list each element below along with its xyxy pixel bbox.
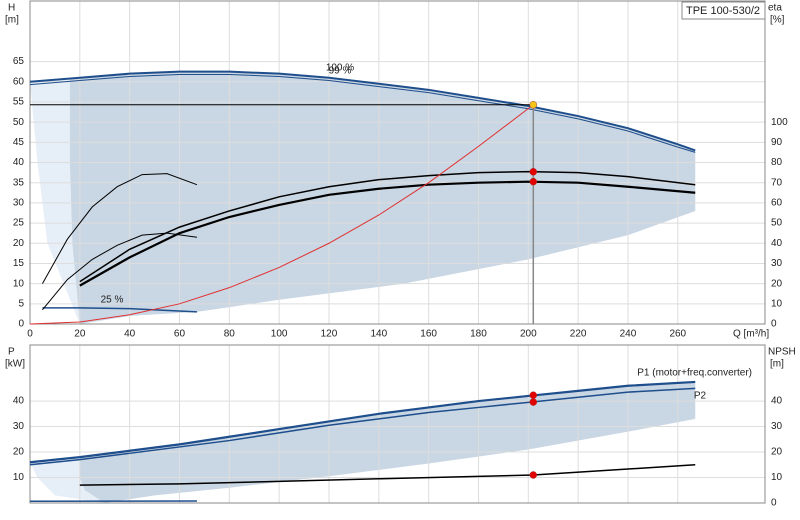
duty-point <box>529 471 538 479</box>
plot-frame <box>29 344 766 504</box>
y-tick-label: 60 <box>13 76 25 87</box>
y-axis-label: P <box>8 347 15 358</box>
y2-tick-label: 90 <box>771 137 783 148</box>
curve <box>79 464 696 486</box>
y-tick-label: 50 <box>13 117 25 128</box>
curve-label: 100 % <box>326 63 354 74</box>
curve <box>29 73 696 153</box>
curve <box>79 170 696 283</box>
y2-tick-label: 80 <box>771 157 783 168</box>
y2-tick-label: 0 <box>771 319 777 330</box>
x-tick-label: 80 <box>224 329 236 340</box>
y2-tick-label: 20 <box>771 447 783 458</box>
y-tick-label: 40 <box>13 157 25 168</box>
y-tick-label: 45 <box>13 137 25 148</box>
x-tick-label: 0 <box>27 329 33 340</box>
x-axis-label: Q [m³/h] <box>733 329 769 340</box>
y2-tick-label: 10 <box>771 472 783 483</box>
y-axis-unit: [kW] <box>5 359 25 370</box>
y2-tick-label: 50 <box>771 218 783 229</box>
curve <box>29 387 696 466</box>
x-tick-label: 220 <box>570 329 587 340</box>
curve <box>42 307 197 313</box>
curve <box>29 70 696 152</box>
x-tick-label: 240 <box>620 329 637 340</box>
y-tick-label: 30 <box>13 421 25 432</box>
curve-label: P1 (motor+freq.converter) <box>637 368 752 379</box>
plot-frame <box>29 0 766 325</box>
y-tick-label: 5 <box>18 298 24 309</box>
operating-area <box>30 78 80 325</box>
y2-axis-label: eta <box>768 3 782 14</box>
curve <box>29 104 534 325</box>
operating-area <box>30 457 105 503</box>
x-tick-label: 120 <box>321 329 338 340</box>
y2-tick-label: 0 <box>771 498 777 509</box>
y-tick-label: 20 <box>13 447 25 458</box>
y2-tick-label: 30 <box>771 421 783 432</box>
y-axis-unit: [m] <box>5 15 19 26</box>
x-label-bg <box>730 327 765 341</box>
curve <box>42 232 197 311</box>
y-axis-label: H <box>8 3 15 14</box>
y-tick-label: 0 <box>18 319 24 330</box>
y2-tick-label: 40 <box>771 396 783 407</box>
y-tick-label: 10 <box>13 278 25 289</box>
y-tick-label: 40 <box>13 396 25 407</box>
y2-tick-label: 100 <box>771 117 788 128</box>
curve-label: P2 <box>694 391 707 402</box>
x-tick-label: 20 <box>74 329 86 340</box>
y-tick-label: 35 <box>13 177 25 188</box>
y2-axis-unit: [%] <box>770 15 785 26</box>
y-tick-label: 30 <box>13 198 25 209</box>
y2-axis-label: NPSH <box>768 347 796 358</box>
duty-point <box>529 101 538 109</box>
duty-point <box>529 398 538 406</box>
x-tick-label: 180 <box>470 329 487 340</box>
y-tick-label: 20 <box>13 238 25 249</box>
x-tick-label: 40 <box>124 329 136 340</box>
y2-tick-label: 10 <box>771 298 783 309</box>
y-tick-label: 15 <box>13 258 25 269</box>
y-tick-label: 10 <box>13 472 25 483</box>
y2-tick-label: 40 <box>771 238 783 249</box>
y2-tick-label: 60 <box>771 198 783 209</box>
curve-label: 25 % <box>101 295 124 306</box>
operating-area <box>69 71 696 324</box>
curve-label: 99 % <box>329 66 352 77</box>
y-tick-label: 55 <box>13 97 25 108</box>
duty-point <box>529 177 538 186</box>
curve <box>29 380 696 464</box>
curve <box>79 180 696 287</box>
y2-tick-label: 30 <box>771 258 783 269</box>
duty-point <box>529 391 538 399</box>
y-tick-label: 65 <box>13 56 25 67</box>
chart-title: TPE 100-530/2 <box>686 5 760 17</box>
x-tick-label: 140 <box>370 329 387 340</box>
y2-tick-label: 70 <box>771 177 783 188</box>
y2-axis-unit: [m] <box>770 359 784 370</box>
curve <box>42 173 198 284</box>
y-tick-label: 25 <box>13 218 25 229</box>
x-tick-label: 200 <box>520 329 537 340</box>
x-tick-label: 60 <box>174 329 186 340</box>
x-tick-label: 260 <box>669 329 686 340</box>
operating-area <box>79 381 696 503</box>
x-tick-label: 160 <box>420 329 437 340</box>
y2-tick-label: 20 <box>771 278 783 289</box>
title-box <box>681 1 766 20</box>
duty-point <box>529 168 538 176</box>
x-tick-label: 100 <box>271 329 288 340</box>
